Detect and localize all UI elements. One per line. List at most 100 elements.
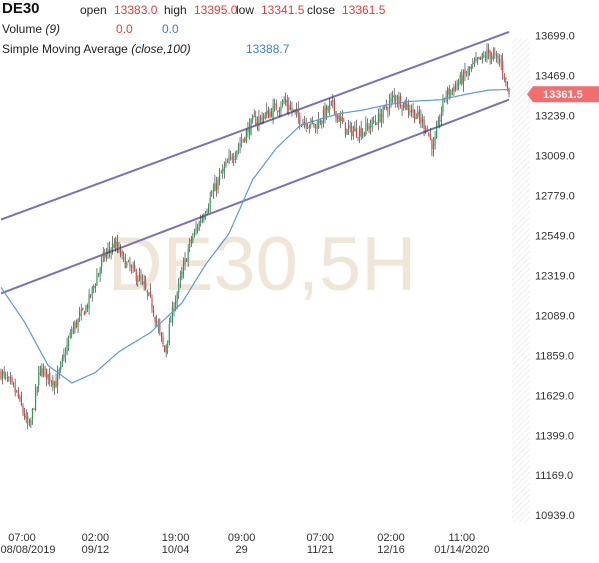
candle-body [418,111,420,118]
candle-body [44,368,46,371]
candle-body [469,66,471,70]
candle-body [104,252,106,258]
candle [181,266,183,281]
candle-body [363,132,365,133]
candle [363,131,365,137]
candle [365,116,367,137]
x-tick-time: 02:00 [377,532,405,544]
candle [362,127,364,139]
candle [453,83,455,97]
candle [154,316,156,327]
candle-body [432,144,435,150]
candle [1,369,4,385]
candle [321,119,323,129]
candle [86,303,89,312]
candle-body [421,119,424,122]
candle-body [311,119,314,122]
candle-body [185,259,188,262]
candle-body [217,178,219,190]
candle-body [143,281,145,285]
candle [208,203,210,214]
candle [393,88,395,103]
candle-body [475,58,477,61]
candle [500,54,502,71]
candle [461,69,463,86]
candle [80,303,82,321]
candle-body [387,109,389,111]
candle [57,365,59,394]
candle-body [242,139,244,141]
candle [74,320,76,334]
candle [192,232,194,244]
candle [105,247,107,262]
candle [458,78,460,91]
candle [475,51,477,63]
candle [371,116,373,132]
candle-body [85,306,87,314]
candle-body [220,172,222,174]
candle [85,304,87,315]
candle-body [196,228,199,230]
candle-body [404,100,406,109]
x-tick-time: 19:00 [162,532,190,544]
candle [406,96,408,111]
candle-body [1,371,4,379]
open-label: open [80,3,107,17]
candle [209,191,211,213]
candle [108,241,111,259]
x-tick-date: 12/16 [377,544,405,556]
y-tick-label: 13009.0 [535,150,575,162]
candle [116,234,118,254]
candle [310,117,312,129]
candle [431,138,433,157]
candle-body [115,241,117,247]
candle [88,288,90,315]
candle [148,292,150,297]
candle [352,125,354,140]
candle-body [401,108,403,109]
candle-body [9,377,12,380]
candle-body [52,380,54,386]
candle [357,136,359,142]
candle-body [289,107,291,110]
candle-body [237,146,240,150]
x-tick-date: 09/12 [82,544,110,556]
candle [442,94,444,116]
candle [281,99,284,108]
candle [497,52,499,65]
candle-body [283,100,285,102]
candle [200,214,202,227]
candle-body [377,113,380,124]
candle [454,80,457,92]
candle [112,235,114,255]
y-tick-label: 13239.0 [535,110,575,122]
candle [299,112,301,130]
candle [324,102,326,124]
candle-body [162,336,164,345]
candle-body [371,119,373,128]
candle-body [384,105,386,107]
candle [25,409,27,424]
candle-body [35,389,37,411]
candle [93,284,95,294]
candle [49,367,51,387]
candle-body [167,340,169,348]
candle-body [464,69,466,74]
candle [217,176,219,194]
candle [450,89,452,99]
candle [129,256,131,272]
candle-body [369,125,372,128]
candle [498,53,501,67]
candle-body [392,95,394,98]
candle [71,326,73,339]
candle-body [156,320,158,323]
candle [351,122,353,141]
candle [263,113,265,124]
candle [214,174,216,192]
candle-body [42,368,45,376]
candle [44,365,46,378]
candle [244,136,246,143]
candle-body [116,241,118,249]
candle-body [322,109,325,123]
